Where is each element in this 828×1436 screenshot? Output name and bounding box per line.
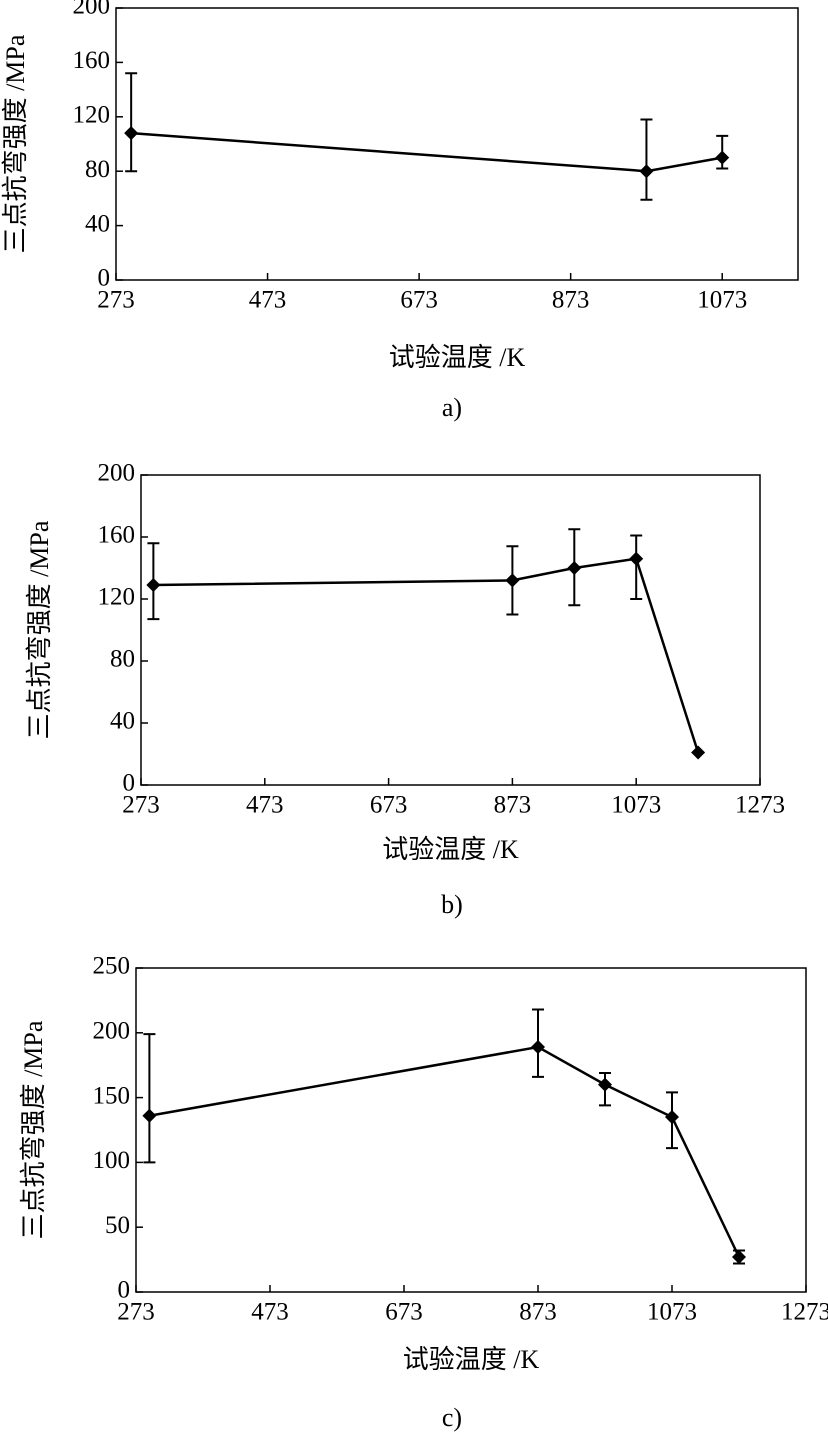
- caption: c): [442, 1403, 462, 1432]
- x-tick-label: 1273: [781, 1299, 828, 1326]
- plot-frame: [135, 967, 807, 1293]
- x-axis-label: 试验温度 /K: [389, 343, 526, 372]
- data-point: [146, 578, 161, 593]
- y-tick-label: 150: [93, 1082, 131, 1109]
- caption: a): [442, 393, 462, 422]
- x-tick-label: 873: [519, 1299, 557, 1326]
- plot-frame: [140, 474, 761, 786]
- y-tick-label: 160: [73, 47, 111, 74]
- x-axis-label: 试验温度 /K: [382, 835, 519, 864]
- plot-frame: [115, 7, 799, 281]
- y-tick-label: 200: [73, 0, 111, 20]
- x-tick-label: 473: [249, 287, 287, 314]
- y-tick-label: 100: [93, 1147, 131, 1174]
- y-axis-label: 三点抗弯强度 /MPa: [1, 34, 30, 253]
- x-tick-label: 273: [122, 792, 160, 819]
- y-tick-label: 40: [110, 708, 135, 735]
- y-axis-label: 三点抗弯强度 /MPa: [25, 520, 54, 739]
- y-tick-label: 80: [85, 156, 110, 183]
- error-bar: [630, 534, 643, 600]
- error-bar: [125, 72, 138, 173]
- x-tick-label: 673: [400, 287, 438, 314]
- data-point: [691, 745, 706, 760]
- data-point: [598, 1077, 612, 1092]
- y-tick-label: 250: [93, 953, 131, 980]
- x-tick-label: 1273: [735, 792, 785, 819]
- y-tick-label: 120: [73, 102, 111, 129]
- data-line: [153, 557, 700, 753]
- x-tick-label: 473: [251, 1299, 289, 1326]
- data-point: [629, 551, 644, 566]
- y-tick-label: 0: [98, 265, 111, 292]
- y-tick-label: 0: [123, 770, 136, 797]
- x-tick-label: 673: [385, 1299, 423, 1326]
- x-tick-label: 473: [246, 792, 284, 819]
- chart: 273 473 673 873 1073 1273 0 40 80 120 160 200 试验温度 /…: [25, 460, 785, 919]
- chart: 273 473 673 873 1073 1273 0 50 100 150 200 250 试验温度 …: [19, 953, 828, 1432]
- data-point: [505, 573, 520, 588]
- data-point: [715, 150, 730, 165]
- x-tick-label: 673: [370, 792, 408, 819]
- x-tick-label: 873: [494, 792, 532, 819]
- data-line: [131, 131, 723, 173]
- error-bar: [143, 1033, 156, 1164]
- x-tick-label: 1073: [697, 287, 747, 314]
- x-tick-label: 1073: [647, 1299, 697, 1326]
- chart: 273 473 673 873 1073 0 40 80 120 160 200 试验温度 /K 三点抗…: [1, 0, 799, 422]
- data-point: [732, 1250, 746, 1265]
- x-tick-label: 873: [552, 287, 590, 314]
- error-bar: [640, 118, 653, 201]
- x-axis-label: 试验温度 /K: [403, 1345, 540, 1374]
- y-tick-label: 200: [98, 460, 136, 487]
- y-tick-label: 50: [105, 1212, 130, 1239]
- y-tick-label: 80: [110, 646, 135, 673]
- data-point: [567, 561, 582, 575]
- y-tick-label: 120: [98, 584, 136, 611]
- data-point: [639, 164, 654, 179]
- y-tick-label: 200: [93, 1018, 131, 1045]
- data-point: [665, 1110, 679, 1125]
- y-tick-label: 160: [98, 522, 136, 549]
- data-point: [142, 1108, 157, 1123]
- x-tick-label: 1073: [611, 792, 661, 819]
- y-axis-label: 三点抗弯强度 /MPa: [19, 1020, 48, 1239]
- caption: b): [441, 890, 463, 919]
- x-tick-label: 273: [97, 287, 135, 314]
- data-line: [149, 1045, 741, 1258]
- x-tick-label: 273: [117, 1299, 155, 1326]
- y-tick-label: 40: [85, 210, 110, 237]
- data-point: [124, 126, 139, 141]
- y-tick-label: 0: [118, 1277, 131, 1304]
- data-point: [531, 1040, 545, 1055]
